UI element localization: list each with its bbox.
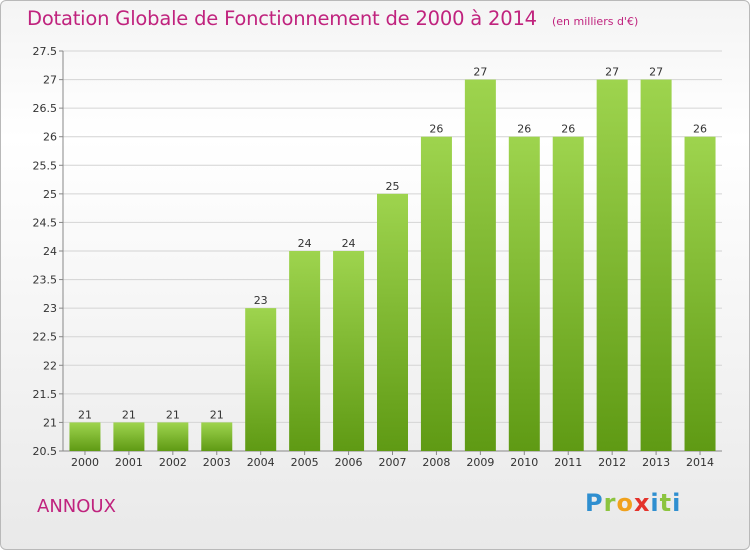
bar-2003	[201, 422, 233, 451]
proxiti-logo: Proxiti	[585, 489, 682, 517]
data-label: 24	[298, 237, 312, 250]
bar-2000	[69, 422, 101, 451]
y-tick-label: 23	[43, 302, 57, 315]
bar-2002	[157, 422, 189, 451]
data-label: 27	[605, 66, 619, 79]
y-tick-label: 23.5	[33, 274, 58, 287]
y-tick-label: 21.5	[33, 388, 58, 401]
bar-2004	[245, 308, 277, 451]
x-tick-label: 2002	[159, 456, 187, 469]
bar-2006	[333, 251, 365, 451]
title-row: Dotation Globale de Fonctionnement de 20…	[27, 7, 638, 30]
data-label: 26	[693, 123, 707, 136]
x-tick-label: 2009	[466, 456, 494, 469]
data-label: 21	[166, 408, 180, 421]
y-tick-label: 24	[43, 245, 57, 258]
data-label: 27	[649, 66, 663, 79]
bar-2005	[289, 251, 321, 451]
y-tick-label: 26	[43, 131, 57, 144]
y-tick-label: 25	[43, 188, 57, 201]
y-tick-label: 22.5	[33, 331, 58, 344]
x-tick-label: 2004	[247, 456, 275, 469]
data-label: 23	[254, 294, 268, 307]
x-tick-label: 2008	[422, 456, 450, 469]
data-label: 21	[210, 408, 224, 421]
y-tick-label: 27.5	[33, 45, 58, 58]
x-tick-label: 2005	[291, 456, 319, 469]
chart-subtitle: (en milliers d'€)	[551, 15, 639, 28]
place-name: ANNOUX	[37, 496, 116, 517]
data-label: 24	[342, 237, 356, 250]
chart-title: Dotation Globale de Fonctionnement de 20…	[27, 7, 537, 30]
x-tick-label: 2001	[115, 456, 143, 469]
bar-2008	[420, 136, 452, 451]
x-tick-label: 2012	[598, 456, 626, 469]
x-tick-label: 2006	[335, 456, 363, 469]
data-label: 21	[78, 408, 92, 421]
y-tick-label: 22	[43, 359, 57, 372]
x-tick-label: 2003	[203, 456, 231, 469]
bar-2014	[684, 136, 716, 451]
y-tick-label: 27	[43, 74, 57, 87]
x-tick-label: 2014	[686, 456, 714, 469]
bar-2012	[596, 79, 628, 452]
data-label: 26	[517, 123, 531, 136]
y-tick-label: 21	[43, 416, 57, 429]
bar-2001	[113, 422, 145, 451]
data-label: 27	[473, 66, 487, 79]
bar-2010	[508, 136, 540, 451]
data-label: 26	[561, 123, 575, 136]
bar-2007	[377, 193, 408, 451]
data-label: 26	[429, 123, 443, 136]
y-tick-label: 25.5	[33, 159, 58, 172]
y-tick-label: 24.5	[33, 216, 58, 229]
bar-2013	[640, 79, 672, 452]
bar-2009	[464, 79, 496, 452]
x-tick-label: 2011	[554, 456, 582, 469]
x-tick-label: 2007	[379, 456, 407, 469]
y-tick-label: 26.5	[33, 102, 58, 115]
data-label: 21	[122, 408, 136, 421]
data-label: 25	[386, 180, 400, 193]
y-tick-label: 20.5	[33, 445, 58, 458]
x-tick-label: 2000	[71, 456, 99, 469]
bar-2011	[552, 136, 584, 451]
x-tick-label: 2010	[510, 456, 538, 469]
x-tick-label: 2013	[642, 456, 670, 469]
